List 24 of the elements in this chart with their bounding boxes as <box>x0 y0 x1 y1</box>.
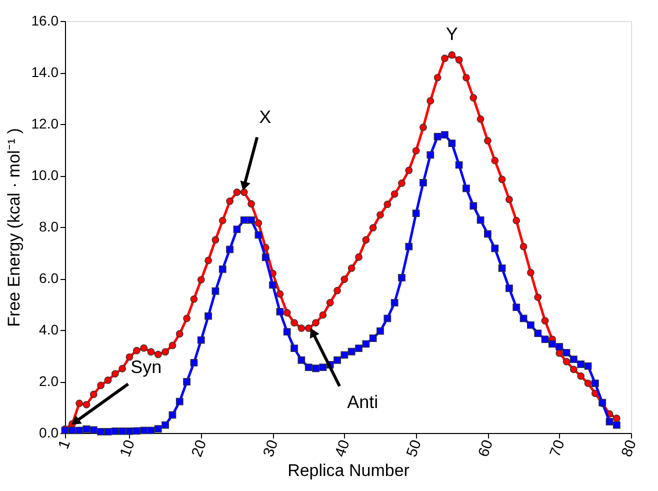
y-axis-title: Free Energy (kcal · mol⁻¹ ) <box>4 128 24 327</box>
x-tick-label: 30 <box>260 438 282 460</box>
x-tick-label: 1 <box>55 438 74 452</box>
y-tick-label: 2.0 <box>39 373 59 389</box>
x-tick-label: 80 <box>618 438 640 460</box>
annotation: Anti <box>347 392 378 412</box>
x-tick-label: 10 <box>116 438 138 460</box>
x-tick-label: 70 <box>546 438 568 460</box>
annotation: X <box>259 107 272 128</box>
annotation: Syn <box>130 356 162 377</box>
y-tick-label: 12.0 <box>31 116 59 132</box>
y-tick-label: 16.0 <box>31 12 59 28</box>
y-tick-label: 8.0 <box>39 218 59 234</box>
x-tick-label: 60 <box>474 438 497 460</box>
y-tick-label: 4.0 <box>39 322 59 338</box>
y-tick-label: 14.0 <box>31 64 59 80</box>
x-axis-title: Replica Number <box>288 460 410 480</box>
x-tick-label: 20 <box>188 438 210 460</box>
x-tick-label: 50 <box>403 438 426 460</box>
y-tick-label: 0.0 <box>39 424 59 440</box>
x-tick-label: 40 <box>332 438 354 460</box>
annotation: Y <box>446 24 458 44</box>
y-tick-label: 10.0 <box>31 167 59 183</box>
y-tick-label: 6.0 <box>39 270 59 286</box>
